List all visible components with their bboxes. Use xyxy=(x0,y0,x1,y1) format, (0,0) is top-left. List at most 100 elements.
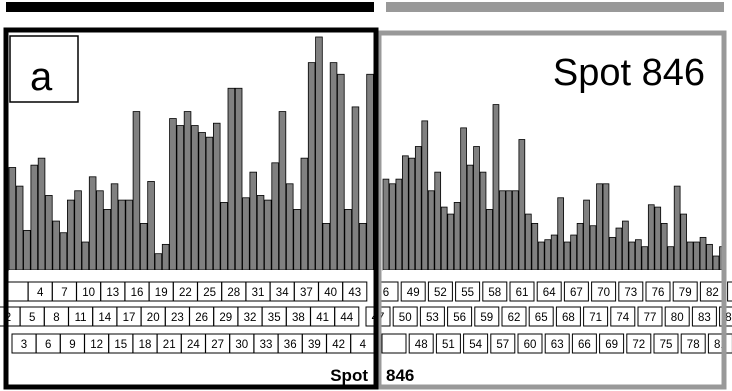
lane-number-label: 76 xyxy=(652,287,665,299)
left-bar xyxy=(139,222,148,271)
lane-number-label: 60 xyxy=(524,339,537,351)
left-bar xyxy=(264,199,272,271)
left-bar xyxy=(351,106,360,271)
lane-number-box xyxy=(637,306,663,327)
lane-number-box xyxy=(474,306,500,327)
right-bar xyxy=(576,222,584,271)
lane-number-label: 57 xyxy=(496,339,509,351)
right-bar xyxy=(389,183,396,271)
left-bar xyxy=(322,222,330,271)
left-bar xyxy=(52,220,60,271)
right-lane-number-boxes: 6495255586164677073767982854750535659626… xyxy=(365,270,732,370)
lane-number-label: 63 xyxy=(551,339,564,351)
left-bar xyxy=(30,164,38,271)
right-bar xyxy=(641,246,649,271)
lane-number-label: 70 xyxy=(597,287,610,299)
left-bar xyxy=(15,185,24,271)
lane-number-label: 41 xyxy=(316,312,329,324)
lane-number-box xyxy=(626,333,652,354)
right-bar xyxy=(615,227,623,271)
left-bar xyxy=(242,197,250,271)
lane-number-box xyxy=(563,281,589,302)
right-bar xyxy=(512,190,519,271)
left-bar xyxy=(278,111,287,271)
lane-number-box xyxy=(455,281,481,302)
right-bar xyxy=(589,225,597,271)
lane-number-box xyxy=(583,306,609,327)
right-bar xyxy=(699,236,707,271)
left-bar xyxy=(45,195,53,271)
right-bar xyxy=(447,213,454,271)
right-bar xyxy=(524,213,532,271)
footer-spot-number: 846 xyxy=(386,366,414,385)
right-bar xyxy=(706,243,713,271)
lane-number-box xyxy=(408,333,434,354)
lane-number-label: 29 xyxy=(219,312,232,324)
left-bar xyxy=(81,241,90,271)
right-bar xyxy=(647,204,655,271)
lane-number-label: 30 xyxy=(235,339,248,351)
right-bar xyxy=(408,157,416,271)
lane-number-label: 75 xyxy=(660,339,673,351)
lane-number-box xyxy=(419,306,445,327)
right-bar xyxy=(479,171,487,271)
right-bar xyxy=(414,146,422,271)
lane-number-box xyxy=(342,281,368,302)
lane-number-label: 80 xyxy=(671,312,684,324)
lane-number-label: 68 xyxy=(562,312,575,324)
lane-number-label: 18 xyxy=(139,339,152,351)
lane-number-label: 56 xyxy=(453,312,466,324)
lane-number-box xyxy=(482,281,508,302)
left-bar xyxy=(161,243,170,271)
right-bar xyxy=(622,220,629,271)
lane-number-label: 35 xyxy=(268,312,281,324)
right-bar xyxy=(654,206,662,271)
left-bar xyxy=(227,87,236,271)
left-bar xyxy=(191,125,199,271)
lane-number-box xyxy=(536,281,562,302)
right-bar xyxy=(395,178,403,271)
right-bar xyxy=(693,241,700,271)
right-bar xyxy=(440,206,448,271)
lane-number-box xyxy=(427,281,453,302)
right-bar xyxy=(686,241,694,271)
lane-number-label: 50 xyxy=(399,312,412,324)
lane-number-box xyxy=(618,281,644,302)
lane-number-label: 19 xyxy=(155,287,168,299)
lane-number-label: 77 xyxy=(644,312,657,324)
lane-number-box xyxy=(672,281,698,302)
lane-number-label: 44 xyxy=(340,312,353,324)
lane-number-label: 54 xyxy=(469,339,482,351)
lane-number-label: 74 xyxy=(616,312,629,324)
lane-number-box xyxy=(509,281,535,302)
right-bar xyxy=(499,190,506,271)
lane-number-label: 31 xyxy=(252,287,265,299)
right-bar xyxy=(609,236,616,271)
right-bar xyxy=(531,222,539,271)
panel-label-box xyxy=(9,35,79,103)
lane-number-label: 69 xyxy=(605,339,618,351)
left-bar xyxy=(366,73,374,271)
left-bar xyxy=(315,36,323,271)
lane-number-label: 55 xyxy=(461,287,474,299)
right-bar xyxy=(680,213,687,271)
lane-number-label: 52 xyxy=(434,287,447,299)
lane-number-label: 62 xyxy=(508,312,521,324)
lane-number-label: 27 xyxy=(211,339,224,351)
left-bar xyxy=(118,199,126,271)
lane-number-label: 43 xyxy=(348,287,361,299)
lane-number-label: 7 xyxy=(61,287,67,299)
lane-number-label: 40 xyxy=(324,287,337,299)
lane-number-box xyxy=(555,306,581,327)
lane-number-label: 72 xyxy=(632,339,645,351)
right-bar xyxy=(382,178,390,271)
lane-number-label: 6 xyxy=(383,287,389,299)
lane-number-label: 15 xyxy=(114,339,127,351)
lane-number-label: 78 xyxy=(687,339,700,351)
lane-number-label: 83 xyxy=(698,312,711,324)
lane-number-box xyxy=(400,281,426,302)
right-bar xyxy=(434,171,442,271)
left-bar xyxy=(293,209,301,271)
right-bar xyxy=(453,202,461,271)
right-bar xyxy=(518,139,526,271)
